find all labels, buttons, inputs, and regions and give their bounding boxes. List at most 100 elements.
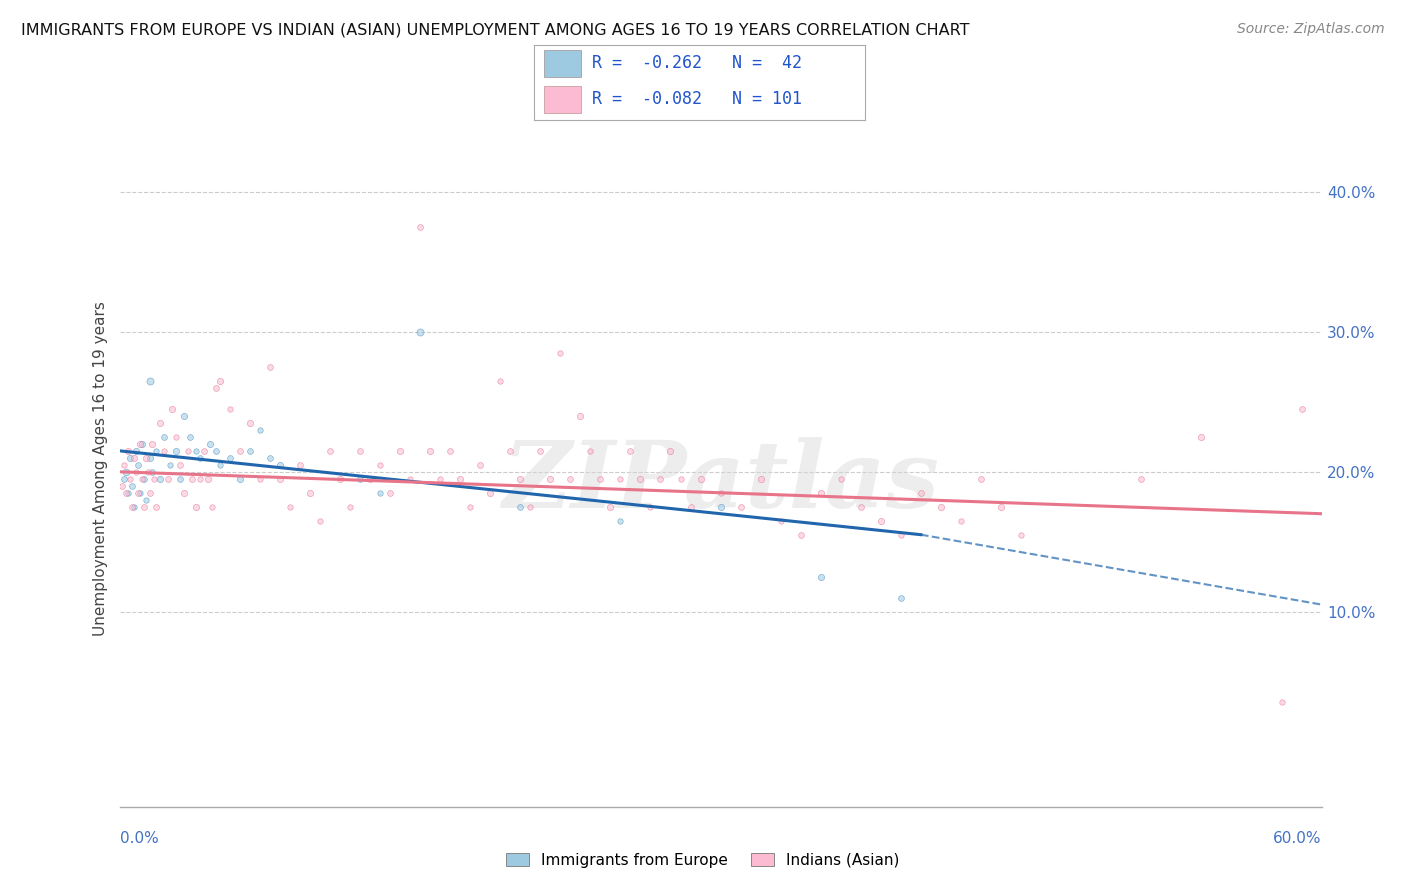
Point <box>204 443 226 458</box>
Point <box>112 458 135 472</box>
Point <box>121 500 143 514</box>
Point <box>184 443 207 458</box>
Point <box>890 591 912 605</box>
Point <box>239 416 262 430</box>
Point <box>359 472 381 486</box>
Point <box>269 458 291 472</box>
Point <box>479 485 502 500</box>
Point <box>910 485 932 500</box>
Point <box>132 500 155 514</box>
Point <box>339 500 361 514</box>
Text: Source: ZipAtlas.com: Source: ZipAtlas.com <box>1237 22 1385 37</box>
Point <box>419 443 441 458</box>
Point <box>388 443 412 458</box>
Point <box>519 500 541 514</box>
Point <box>810 485 832 500</box>
Point <box>188 472 211 486</box>
Point <box>180 472 202 486</box>
Point <box>1271 695 1294 709</box>
Point <box>730 500 752 514</box>
Point <box>769 514 792 528</box>
Bar <box>544 50 581 78</box>
Point <box>131 472 153 486</box>
Point <box>560 472 582 486</box>
Point <box>228 443 252 458</box>
Point <box>228 472 252 486</box>
Point <box>117 443 139 458</box>
Point <box>159 458 181 472</box>
Point <box>609 514 631 528</box>
Point <box>529 443 551 458</box>
Point <box>145 443 167 458</box>
Point <box>458 500 481 514</box>
Point <box>173 409 195 423</box>
Point <box>204 381 226 395</box>
Point <box>114 485 136 500</box>
Point <box>132 472 155 486</box>
Point <box>630 472 652 486</box>
Point <box>1130 472 1153 486</box>
Point <box>118 472 141 486</box>
Point <box>169 472 191 486</box>
Point <box>145 500 167 514</box>
Point <box>141 465 163 479</box>
Point <box>538 472 561 486</box>
Point <box>349 472 371 486</box>
Point <box>110 479 132 493</box>
Point <box>309 514 332 528</box>
Point <box>127 458 149 472</box>
Point <box>259 450 281 465</box>
Point <box>869 514 893 528</box>
Point <box>165 443 187 458</box>
Point <box>378 485 401 500</box>
Point <box>1191 430 1213 444</box>
Point <box>399 472 422 486</box>
Point <box>499 443 522 458</box>
Point <box>709 500 731 514</box>
Point <box>124 465 146 479</box>
Y-axis label: Unemployment Among Ages 16 to 19 years: Unemployment Among Ages 16 to 19 years <box>93 301 108 636</box>
Point <box>197 472 219 486</box>
Point <box>122 450 145 465</box>
Point <box>429 472 451 486</box>
Point <box>249 423 271 437</box>
Point <box>579 443 602 458</box>
Text: 0.0%: 0.0% <box>120 831 159 846</box>
Point <box>149 472 172 486</box>
Point <box>619 443 641 458</box>
Point <box>1010 527 1032 541</box>
Point <box>259 359 281 374</box>
Point <box>112 472 135 486</box>
Text: 60.0%: 60.0% <box>1274 831 1322 846</box>
Point <box>128 485 150 500</box>
Point <box>349 443 371 458</box>
Point <box>669 472 692 486</box>
Point <box>550 346 572 360</box>
Text: R =  -0.262   N =  42: R = -0.262 N = 42 <box>592 54 801 72</box>
Point <box>950 514 973 528</box>
Point <box>127 485 149 500</box>
Point <box>449 472 471 486</box>
Point <box>749 472 772 486</box>
Point <box>117 485 139 500</box>
Point <box>135 450 157 465</box>
Point <box>136 465 159 479</box>
Point <box>599 500 621 514</box>
Point <box>141 437 163 451</box>
Point <box>990 500 1012 514</box>
Point <box>135 492 157 507</box>
Text: ZIPatlas: ZIPatlas <box>502 437 939 527</box>
Point <box>169 458 191 472</box>
Point <box>830 472 852 486</box>
Point <box>368 458 391 472</box>
Point <box>173 485 195 500</box>
Point <box>609 472 631 486</box>
Point <box>640 500 662 514</box>
Bar <box>544 86 581 112</box>
Point <box>249 472 271 486</box>
Point <box>201 500 224 514</box>
Point <box>278 500 301 514</box>
Point <box>288 458 311 472</box>
Point <box>929 500 952 514</box>
Point <box>138 374 160 388</box>
